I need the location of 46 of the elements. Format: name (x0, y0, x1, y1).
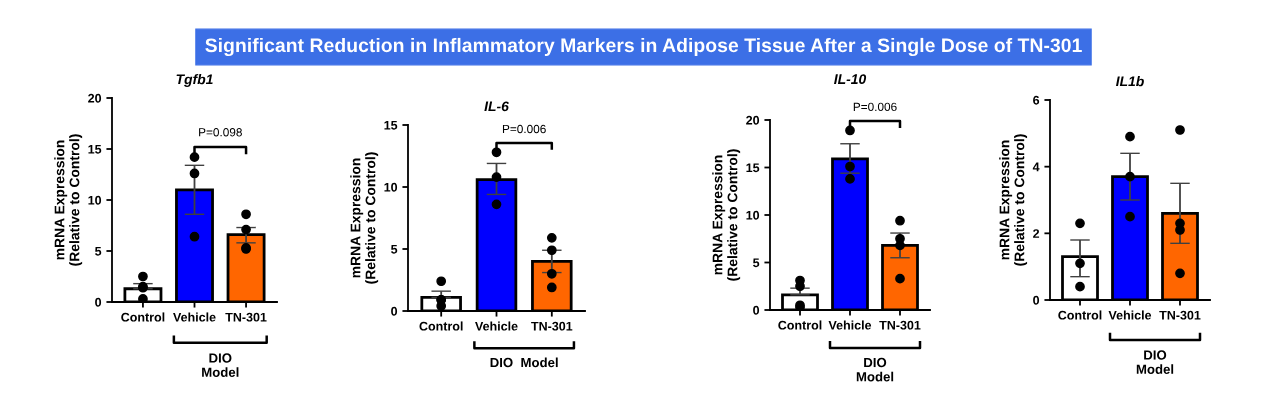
x-tick-label: Control (419, 321, 463, 331)
y-tick-label: 15 (88, 144, 102, 154)
chart-title: IL-10 (834, 74, 867, 85)
x-tick-label: TN-301 (225, 312, 267, 322)
x-tick-label: TN-301 (531, 321, 573, 331)
text: DIO Model (1136, 350, 1174, 374)
text: DIO Model (856, 357, 894, 382)
y-tick-label: 0 (1033, 295, 1040, 305)
x-tick-label: Vehicle (475, 321, 518, 331)
x-tick-label: TN-301 (1159, 310, 1201, 320)
chart-title: Tgfb1 (176, 74, 213, 87)
y-tick-label: 10 (384, 182, 398, 192)
x-tick-label: TN-301 (879, 320, 921, 330)
text: Significant Reduction in Inflammatory Markers in Adipose Tissue After a Single Dose of TN-301 (205, 37, 1082, 57)
y-tick-label: 6 (1033, 95, 1040, 105)
x-tick-label: Control (778, 320, 822, 330)
y-tick-label: 20 (88, 93, 102, 103)
text: DIO Model (202, 353, 239, 377)
y-tick-label: 20 (746, 115, 760, 125)
x-tick-label: Control (1058, 310, 1102, 320)
y-tick-label: 5 (391, 244, 398, 254)
y-tick-label: 15 (384, 120, 398, 130)
y-tick-label: 0 (753, 305, 760, 315)
y-tick-label: 10 (88, 195, 102, 205)
y-tick-label: 2 (1033, 229, 1040, 238)
y-tick-label: 0 (391, 306, 398, 316)
x-tick-label: Vehicle (828, 320, 872, 330)
x-tick-label: Control (121, 312, 165, 322)
y-tick-label: 0 (95, 297, 102, 307)
y-axis-title: mRNA Expression (Relative to Control) (350, 152, 379, 284)
chart-title: IL1b (1115, 76, 1144, 87)
annotation: P=0.098 (199, 128, 242, 137)
y-tick-label: 5 (753, 258, 760, 268)
y-tick-label: 10 (746, 210, 760, 220)
y-tick-label: 15 (746, 163, 760, 173)
y-axis-title: mRNA Expression (Relative to Control) (54, 134, 83, 266)
text: P=0.006 (853, 102, 897, 112)
chart-title: IL-6 (484, 101, 509, 112)
y-tick-label: 4 (1032, 162, 1040, 172)
text: DIO Model (490, 357, 558, 368)
x-tick-label: Vehicle (1108, 310, 1152, 320)
y-axis-title: mRNA Expression (Relative to Control) (712, 149, 741, 281)
y-tick-label: 5 (95, 246, 102, 256)
x-tick-label: Vehicle (173, 312, 216, 322)
y-axis-title: mRNA Expression (Relative to Control) (999, 134, 1028, 266)
annotation: P=0.006 (502, 124, 546, 134)
